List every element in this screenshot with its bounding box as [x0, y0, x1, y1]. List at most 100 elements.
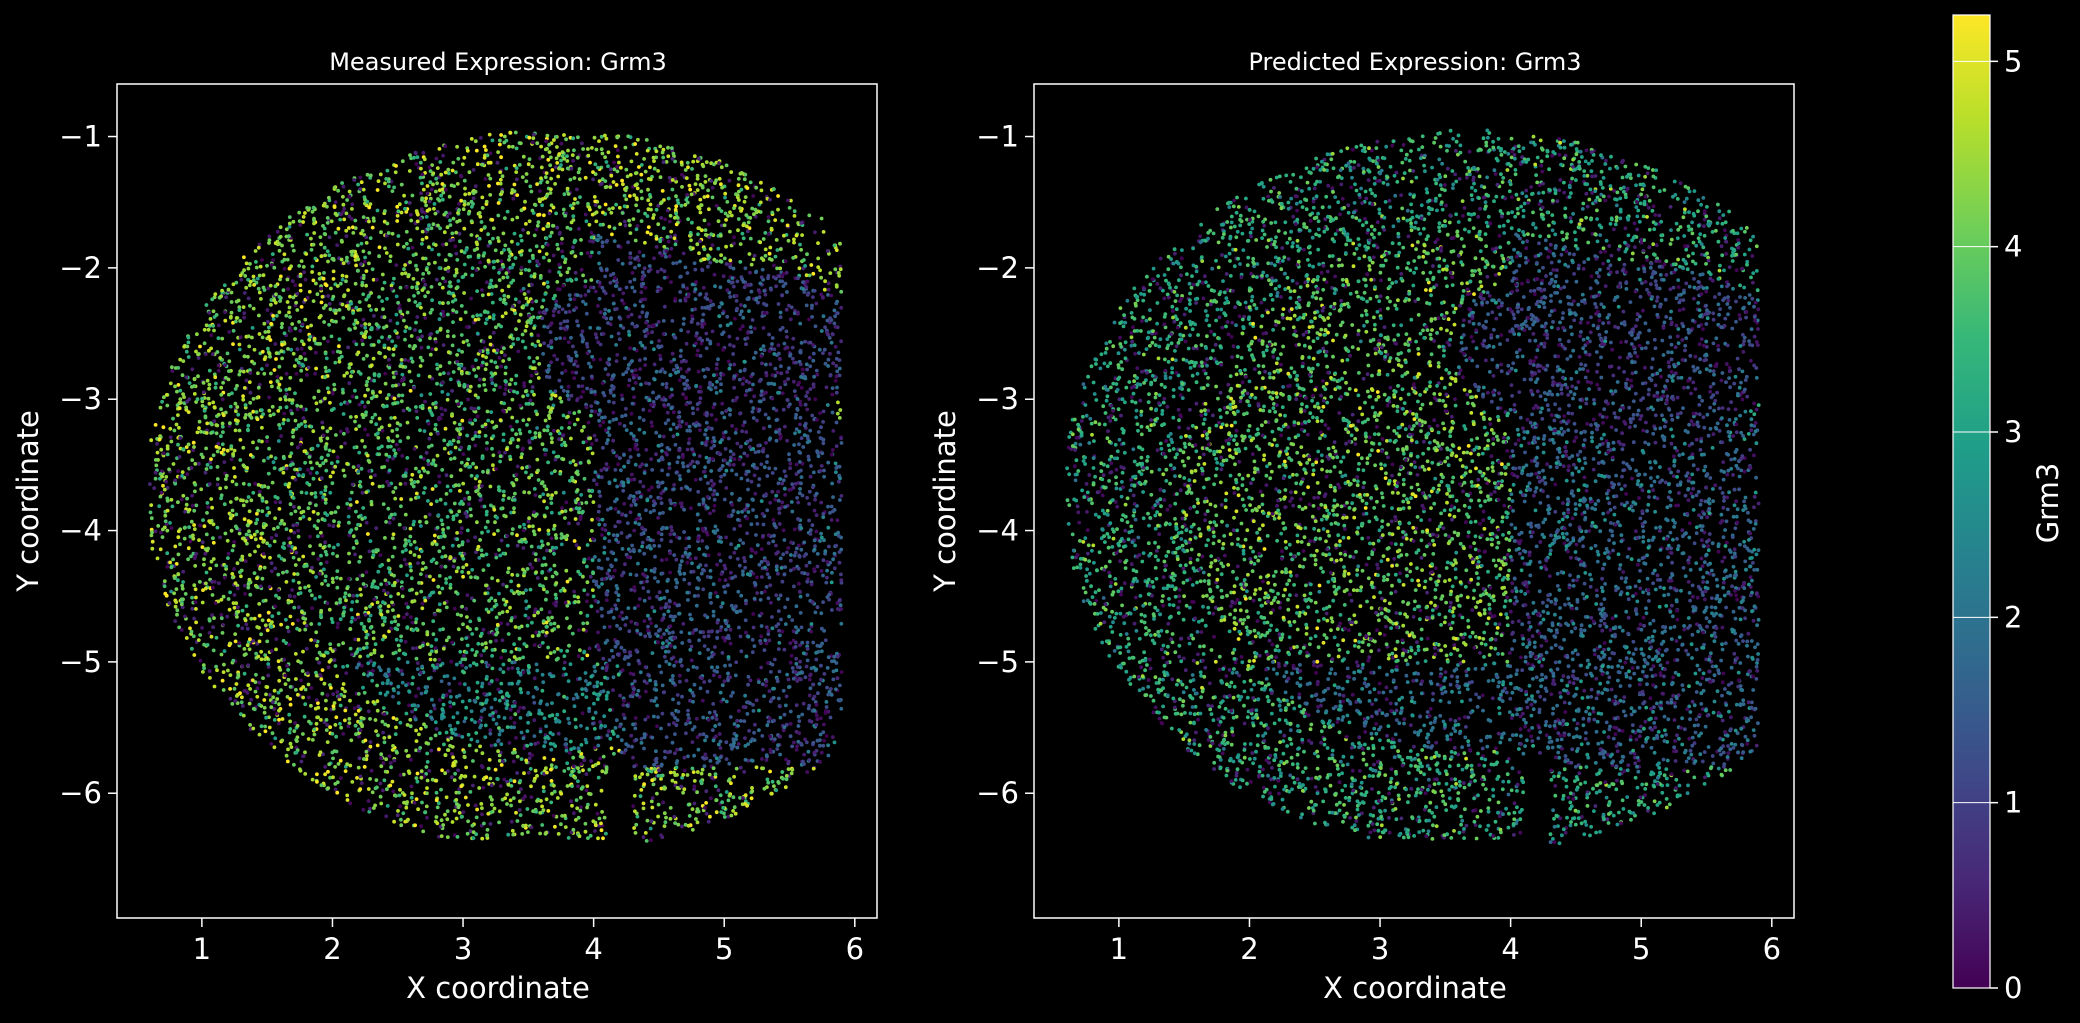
scatter-point: [642, 157, 646, 161]
scatter-point: [299, 368, 304, 373]
scatter-point: [580, 329, 585, 334]
scatter-point: [271, 460, 276, 465]
scatter-point: [419, 305, 423, 310]
scatter-point: [299, 378, 303, 383]
scatter-point: [603, 291, 608, 296]
scatter-point: [186, 340, 191, 345]
scatter-point: [440, 197, 445, 202]
scatter-point: [692, 452, 697, 457]
scatter-point: [265, 319, 270, 324]
scatter-point: [821, 351, 825, 355]
scatter-point: [184, 502, 189, 507]
scatter-point: [186, 557, 191, 562]
scatter-point: [745, 453, 750, 458]
scatter-point: [493, 697, 498, 702]
scatter-point: [731, 344, 736, 349]
scatter-point: [535, 259, 539, 264]
scatter-point: [836, 400, 840, 405]
scatter-point: [608, 708, 612, 712]
scatter-point: [223, 410, 228, 415]
scatter-point: [647, 324, 651, 329]
scatter-point: [705, 495, 710, 499]
scatter-point: [153, 529, 158, 534]
scatter-point: [774, 284, 778, 289]
scatter-point: [211, 453, 216, 458]
scatter-point: [343, 718, 347, 723]
scatter-point: [344, 211, 349, 216]
scatter-point: [812, 508, 817, 513]
scatter-point: [244, 413, 248, 417]
scatter-point: [798, 589, 802, 594]
scatter-point: [820, 451, 825, 456]
scatter-point: [549, 396, 554, 401]
scatter-point: [789, 500, 794, 504]
scatter-point: [355, 577, 360, 581]
scatter-point: [549, 471, 554, 475]
scatter-point: [377, 295, 381, 299]
scatter-point: [568, 297, 573, 302]
scatter-point: [501, 359, 506, 363]
scatter-point: [399, 634, 403, 639]
scatter-point: [328, 307, 333, 312]
scatter-point: [742, 719, 747, 724]
scatter-point: [403, 481, 408, 486]
scatter-point: [594, 582, 599, 587]
scatter-point: [536, 376, 541, 380]
scatter-point: [539, 176, 543, 181]
scatter-point: [212, 419, 217, 424]
scatter-point: [159, 447, 164, 452]
scatter-point: [737, 709, 741, 713]
scatter-point: [646, 589, 651, 594]
scatter-point: [666, 472, 670, 477]
scatter-point: [743, 736, 747, 740]
scatter-point: [611, 654, 616, 659]
scatter-point: [532, 643, 537, 647]
scatter-point: [693, 556, 698, 561]
scatter-point: [417, 469, 421, 474]
scatter-point: [647, 617, 652, 621]
scatter-point: [607, 420, 612, 424]
scatter-point: [435, 366, 440, 371]
scatter-point: [177, 425, 181, 430]
scatter-point: [494, 638, 498, 643]
scatter-point: [338, 217, 343, 222]
scatter-point: [807, 457, 811, 462]
scatter-point: [209, 497, 214, 501]
scatter-point: [393, 650, 398, 655]
scatter-point: [568, 478, 572, 483]
scatter-point: [562, 388, 566, 393]
scatter-point: [478, 136, 483, 140]
scatter-point: [503, 311, 508, 316]
scatter-point: [278, 388, 283, 393]
scatter-point: [333, 200, 338, 205]
scatter-point: [681, 464, 686, 469]
scatter-point: [581, 376, 585, 381]
scatter-point: [233, 428, 238, 433]
scatter-point: [381, 623, 385, 627]
scatter-point: [724, 535, 728, 540]
scatter-point: [592, 664, 597, 669]
scatter-point: [524, 823, 528, 828]
scatter-point: [465, 831, 470, 836]
scatter-point: [593, 710, 598, 715]
scatter-point: [330, 481, 335, 486]
scatter-point: [458, 489, 462, 493]
scatter-point: [646, 613, 650, 618]
scatter-point: [492, 806, 497, 811]
scatter-point: [634, 203, 638, 208]
scatter-point: [510, 527, 515, 531]
scatter-point: [833, 461, 838, 466]
scatter-point: [398, 804, 402, 809]
scatter-point: [687, 437, 692, 441]
scatter-point: [628, 455, 633, 459]
scatter-point: [624, 513, 628, 518]
scatter-point: [459, 304, 464, 308]
scatter-point: [376, 179, 381, 184]
scatter-point: [484, 660, 488, 665]
scatter-point: [681, 251, 686, 256]
scatter-point: [366, 295, 371, 299]
scatter-point: [165, 499, 170, 503]
scatter-point: [524, 588, 528, 593]
scatter-point: [499, 155, 503, 160]
scatter-point: [405, 456, 410, 460]
